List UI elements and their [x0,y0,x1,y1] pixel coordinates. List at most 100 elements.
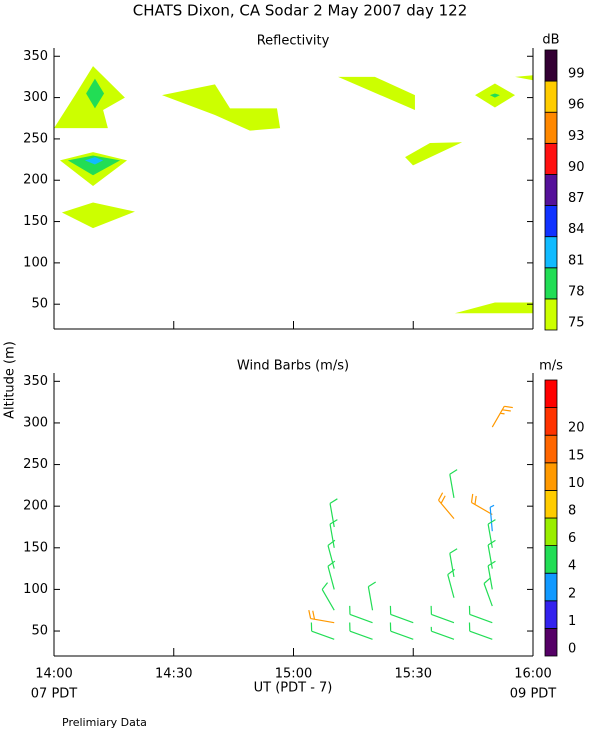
x-axis-label: UT (PDT - 7) [254,681,333,696]
y-tick-label: 150 [23,214,48,229]
x-tick-label: 15:00 [275,667,312,682]
reflectivity-contour [405,142,463,166]
y-tick-label: 350 [23,49,48,64]
colorbar-box [544,80,558,113]
wind-barb [430,605,455,624]
colorbar-tick-label: 90 [568,160,585,175]
y-tick-label: 100 [23,582,48,597]
wind-barb [491,405,513,428]
y-tick-label: 350 [23,374,48,389]
wind-barb [468,622,493,640]
colorbar-tick-label: 0 [568,642,576,657]
colorbar-tick-label: 4 [568,559,576,574]
wind-barb [321,582,335,611]
wind-barb [310,622,335,640]
colorbar-tick-label: 1 [568,614,576,629]
wind-barb [349,622,373,640]
y-tick-label: 200 [23,173,48,188]
x-tick-label: 16:00 [514,667,551,682]
colorbar-tick-label: 81 [568,253,585,268]
colorbar-label: m/s [539,359,563,374]
reflectivity-contour [67,155,121,176]
reflectivity-contour [515,75,533,81]
colorbar-box [544,462,558,491]
colorbar-box [544,267,558,300]
colorbar-box [544,572,558,602]
colorbar-box [544,379,558,409]
reflectivity-contour [86,78,105,109]
wind-barb [470,493,493,516]
x-tick-label: 14:30 [155,667,192,682]
colorbar-box [544,628,558,657]
colorbar-tick-label: 84 [568,222,585,237]
colorbar-box [544,489,558,519]
wind-barb [327,539,336,569]
colorbar-tick-label: 78 [568,284,585,299]
wind-barb [329,519,338,548]
x-axis-sublabel: 09 PDT [510,687,557,702]
wind-barb [389,605,414,624]
wind-barb [489,504,495,532]
colorbar-box [544,236,558,269]
y-tick-label: 150 [23,540,48,555]
colorbar-tick-label: 6 [568,531,576,546]
panel-title: Wind Barbs (m/s) [237,359,349,374]
x-tick-label: 15:30 [395,667,432,682]
x-tick-label: 14:00 [35,667,72,682]
wind-barb [349,605,373,624]
y-tick-label: 50 [31,624,48,639]
wind-barb [449,548,458,578]
reflectivity-contour [489,93,500,98]
reflectivity-contour [338,76,415,110]
wind-barb [487,539,496,569]
panel-title: Reflectivity [257,34,330,49]
colorbar-tick-label: 87 [568,191,585,206]
wind-barb [308,609,335,624]
y-tick-label: 250 [23,131,48,146]
wind-barb [367,581,377,611]
colorbar-box [544,205,558,238]
note: Prelimiary Data [62,716,147,729]
colorbar-box [544,600,558,629]
colorbar-box [544,434,558,464]
wind-barb [389,622,414,640]
y-tick-label: 300 [23,415,48,430]
wind-barb [327,560,336,590]
wind-barb [449,469,458,498]
colorbar-tick-label: 75 [568,316,585,331]
wind-barb [447,568,456,598]
wind-barb [468,605,493,624]
reflectivity-contour [84,157,104,165]
wind-barb [483,577,493,607]
reflectivity-contour [454,302,533,314]
y-tick-label: 100 [23,255,48,270]
colorbar-tick-label: 15 [568,448,585,463]
reflectivity-contour [162,84,281,131]
colorbar-tick-label: 99 [568,67,585,82]
y-tick-label: 300 [23,90,48,105]
colorbar-box [544,111,558,144]
wind-barb [329,498,338,528]
colorbar-box [544,174,558,206]
wind-barb [430,626,455,640]
colorbar-tick-label: 10 [568,476,585,491]
colorbar-tick-label: 93 [568,129,585,144]
colorbar-label: dB [542,33,559,48]
colorbar-tick-label: 8 [568,504,576,519]
colorbar-box [544,407,558,436]
colorbar-box [544,298,558,331]
page-title: CHATS Dixon, CA Sodar 2 May 2007 day 122 [133,2,468,20]
colorbar-tick-label: 20 [568,421,585,436]
x-axis-sublabel: 07 PDT [31,687,78,702]
wind-barb [438,492,455,520]
wind-barb [487,519,496,548]
colorbar-box [544,545,558,574]
y-axis-label: Altitude (m) [3,341,18,419]
colorbar-box [544,49,558,82]
y-tick-label: 250 [23,457,48,472]
colorbar-tick-label: 2 [568,586,576,601]
y-tick-label: 200 [23,499,48,514]
colorbar-box [544,517,558,547]
reflectivity-contour [61,202,135,229]
